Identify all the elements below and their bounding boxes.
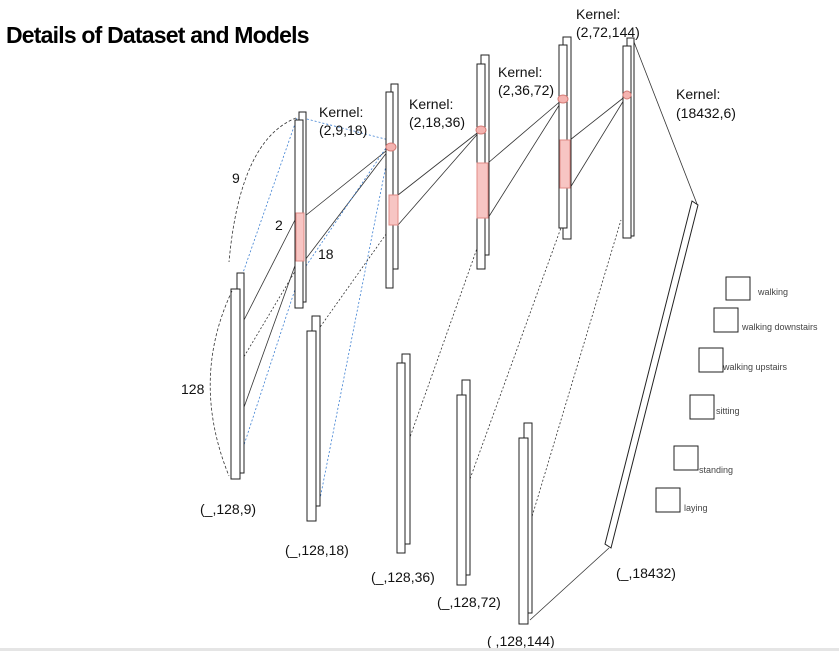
width-annotation: 9	[232, 170, 240, 186]
class-box-walking	[725, 276, 751, 301]
shape-labels: (_,128,9) (_,128,18) (_,128,36) (_,128,7…	[200, 501, 676, 649]
conv4-bars	[518, 36, 572, 625]
class-label-standing: standing	[699, 465, 733, 475]
kernel-labels: Kernel: (2,9,18) Kernel: (2,18,36) Kerne…	[319, 6, 736, 138]
input-layer-bars	[230, 272, 245, 480]
flatten-bar	[604, 200, 699, 549]
kernel-out-annotation: 18	[318, 246, 334, 262]
class-box-laying	[655, 487, 681, 513]
annotations: 9 2 18 128	[181, 170, 334, 397]
class-label-walking: walking	[757, 287, 788, 297]
class-label-walking-upstairs: walking upstairs	[722, 362, 788, 372]
kernel-1-label: Kernel:	[319, 104, 363, 120]
shape-label-flatten: (_,18432)	[616, 565, 676, 581]
class-box-walking-downstairs	[713, 307, 739, 333]
shape-label-conv3: (_,128,72)	[437, 594, 501, 610]
shape-label-conv4: ( ,128,144)	[487, 633, 555, 649]
kernel-4-label: Kernel:	[576, 6, 620, 22]
kernel-2-dims: (2,18,36)	[409, 114, 465, 130]
connection-lines	[236, 41, 698, 621]
kernel-1-dims: (2,9,18)	[319, 122, 367, 138]
kernel-3-label: Kernel:	[498, 64, 542, 80]
page-title: Details of Dataset and Models	[6, 22, 310, 48]
dimension-brackets	[209, 117, 297, 477]
class-label-walking-downstairs: walking downstairs	[741, 322, 818, 332]
conv1-bars	[294, 111, 321, 522]
kernel-h-annotation: 2	[275, 217, 283, 233]
class-label-laying: laying	[684, 503, 708, 513]
conv5-bars	[622, 37, 635, 239]
class-box-sitting	[689, 394, 715, 420]
bottom-rule	[0, 648, 839, 651]
height-annotation: 128	[181, 381, 205, 397]
kernel-5-label: Kernel:	[676, 86, 720, 102]
class-box-standing	[673, 445, 699, 471]
kernel-4-dims: (2,72,144)	[576, 24, 640, 40]
shape-label-input: (_,128,9)	[200, 501, 256, 517]
output-classes: walking walking downstairs walking upsta…	[655, 276, 818, 513]
class-label-sitting: sitting	[716, 406, 740, 416]
class-box-walking-upstairs	[698, 347, 724, 373]
shape-label-conv1: (_,128,18)	[285, 542, 349, 558]
kernel-dots	[385, 90, 632, 152]
conv3-bars	[456, 54, 490, 586]
shape-label-conv2: (_,128,36)	[371, 569, 435, 585]
conv2-bars	[385, 83, 411, 554]
kernel-2-label: Kernel:	[409, 96, 453, 112]
kernel-3-dims: (2,36,72)	[498, 82, 554, 98]
kernel-5-dims: (18432,6)	[676, 105, 736, 121]
